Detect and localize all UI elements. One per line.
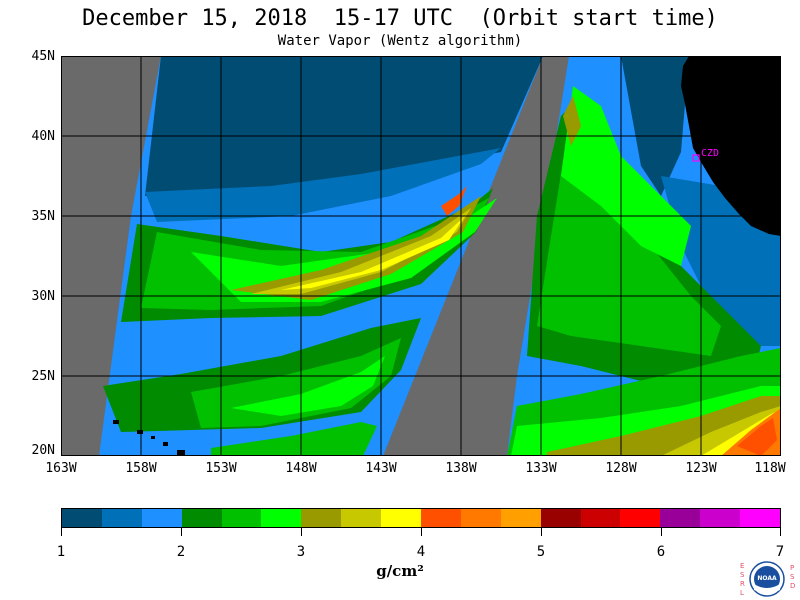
colorbar-label-5: 5 [536, 544, 546, 560]
colorbar-units: g/cm² [376, 562, 424, 580]
logo-letter: S [740, 571, 745, 579]
colorbar-segment [261, 509, 302, 527]
hawaiian-islands [113, 420, 185, 456]
lon-label-143w: 143W [365, 461, 397, 476]
lat-label-40n: 40N [31, 129, 55, 144]
colorbar-segment [460, 509, 501, 527]
logo-letter: R [740, 580, 745, 588]
colorbar-segment [421, 509, 461, 527]
colorbar-tick [541, 528, 542, 536]
colorbar-segment [700, 509, 741, 527]
logo-letter: P [790, 564, 794, 572]
colorbar-segment [620, 509, 661, 527]
colorbar-tick [661, 528, 662, 536]
left-swath [99, 56, 543, 456]
colorbar-segment [301, 509, 342, 527]
colorbar-segment [500, 509, 541, 527]
colorbar-tick [301, 528, 302, 536]
colorbar-label-4: 4 [416, 544, 426, 560]
colorbar-tick [780, 528, 781, 536]
logo-letter: S [790, 573, 795, 581]
lon-label-123w: 123W [685, 461, 717, 476]
colorbar-segment [141, 509, 182, 527]
logo-letter: E [740, 562, 744, 570]
colorbar-segment [341, 509, 382, 527]
right-swath [507, 56, 781, 456]
map-frame [61, 56, 781, 456]
graticule [61, 56, 781, 456]
lat-label-30n: 30N [31, 289, 55, 304]
colorbar-tick [181, 528, 182, 536]
lon-label-148w: 148W [285, 461, 317, 476]
colorbar-segment [540, 509, 581, 527]
colorbar-segment [580, 509, 621, 527]
lon-label-118w: 118W [754, 461, 786, 476]
colorbar-tick [61, 528, 62, 536]
lat-label-35n: 35N [31, 209, 55, 224]
colorbar-label-2: 2 [176, 544, 186, 560]
colorbar-label-7: 7 [775, 544, 785, 560]
colorbar-segment [660, 509, 701, 527]
colorbar-segment [740, 509, 781, 527]
lon-label-158w: 158W [125, 461, 157, 476]
colorbar-segment [181, 509, 222, 527]
map-title: December 15, 2018 15-17 UTC (Orbit start… [82, 6, 718, 31]
lon-label-138w: 138W [445, 461, 477, 476]
svg-text:NOAA: NOAA [757, 575, 777, 582]
lon-label-133w: 133W [525, 461, 557, 476]
colorbar-segment [62, 509, 102, 527]
lat-label-25n: 25N [31, 369, 55, 384]
map-subtitle: Water Vapor (Wentz algorithm) [277, 33, 523, 49]
colorbar-segment [221, 509, 262, 527]
colorbar-label-6: 6 [656, 544, 666, 560]
lat-label-45n: 45N [31, 49, 55, 64]
lon-label-153w: 153W [205, 461, 237, 476]
land-north-america [681, 56, 781, 236]
station-marker: CZD [692, 148, 719, 162]
colorbar [61, 508, 781, 528]
logo-letter: L [740, 589, 744, 597]
colorbar-segment [101, 509, 142, 527]
colorbar-tick [421, 528, 422, 536]
colorbar-label-3: 3 [296, 544, 306, 560]
station-label: CZD [701, 148, 719, 159]
lat-label-20n: 20N [31, 443, 55, 458]
logo-letter: D [790, 582, 795, 590]
lon-label-128w: 128W [605, 461, 637, 476]
lon-label-163w: 163W [45, 461, 77, 476]
colorbar-label-1: 1 [56, 544, 66, 560]
water-vapor-map: CZD [61, 56, 781, 456]
colorbar-segment [381, 509, 422, 527]
